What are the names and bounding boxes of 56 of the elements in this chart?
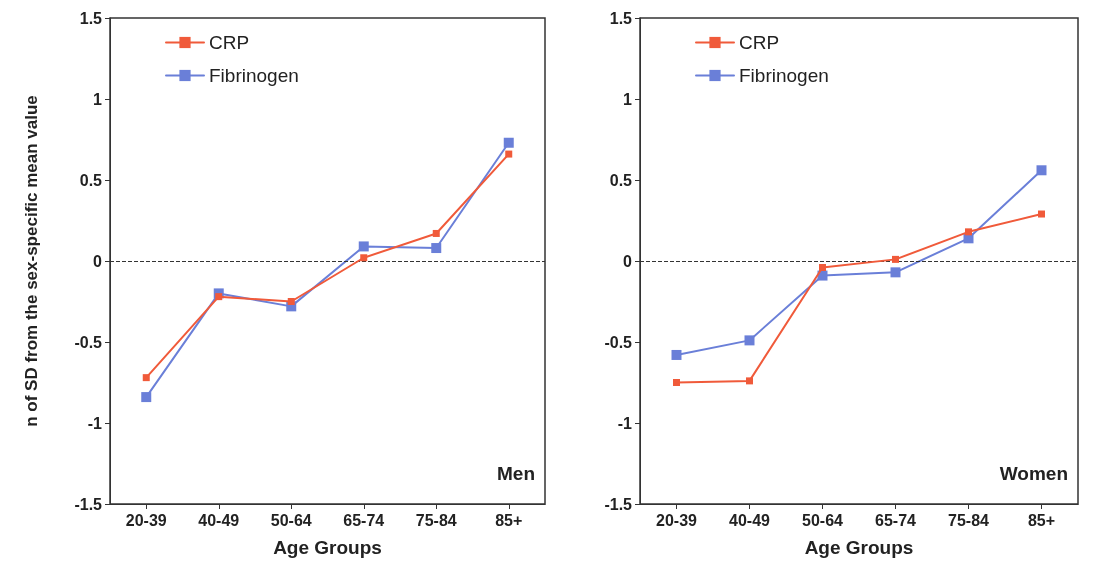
y-tick-label: 0.5 xyxy=(79,171,103,189)
x-tick-label: 50-64 xyxy=(270,511,312,529)
legend-label: Fibrinogen xyxy=(209,65,299,86)
y-tick-label: 1.5 xyxy=(79,9,103,27)
point xyxy=(671,349,682,360)
point xyxy=(1036,165,1047,176)
point xyxy=(432,229,440,237)
legend-label: CRP xyxy=(739,32,780,53)
point xyxy=(744,335,755,346)
x-tick-label: 75-84 xyxy=(415,511,457,529)
x-tick-label: 20-39 xyxy=(656,511,698,529)
y-tick-label: 0.5 xyxy=(609,171,633,189)
point xyxy=(746,377,753,385)
y-tick-label: -0.5 xyxy=(604,333,633,351)
x-axis-title: Age Groups xyxy=(804,537,914,558)
x-tick-label: 40-49 xyxy=(729,511,771,529)
point xyxy=(142,374,150,382)
y-tick-label: 0 xyxy=(623,252,633,270)
legend-label: CRP xyxy=(209,32,250,53)
y-tick-label: -0.5 xyxy=(74,333,103,351)
y-tick-label: -1 xyxy=(87,414,103,432)
point xyxy=(1038,210,1045,218)
y-tick-label: 0 xyxy=(93,252,103,270)
point xyxy=(287,298,295,305)
point xyxy=(431,243,442,254)
x-axis-title: Age Groups xyxy=(273,537,382,558)
point xyxy=(673,379,680,386)
y-tick-label: 1.5 xyxy=(609,9,633,27)
y-axis-title: n of SD from the sex-specific mean value xyxy=(22,95,41,427)
y-tick-label: 1 xyxy=(623,90,633,108)
x-tick-label: 50-64 xyxy=(802,511,844,529)
y-tick-label: -1.5 xyxy=(604,495,633,513)
annotation: Men xyxy=(497,463,535,484)
point xyxy=(215,293,223,301)
point xyxy=(817,270,828,281)
point xyxy=(505,150,513,158)
point xyxy=(360,254,368,262)
x-tick-label: 20-39 xyxy=(125,511,167,529)
x-tick-label: 75-84 xyxy=(948,511,990,529)
annotation: Women xyxy=(999,463,1068,484)
point xyxy=(141,392,152,403)
legend-label: Fibrinogen xyxy=(739,65,829,86)
x-tick-label: 85+ xyxy=(1027,511,1056,529)
point xyxy=(358,241,369,252)
point xyxy=(503,137,514,148)
y-tick-label: -1 xyxy=(617,414,633,432)
point xyxy=(819,263,826,271)
x-tick-label: 40-49 xyxy=(198,511,240,529)
point xyxy=(890,267,901,278)
y-tick-label: 1 xyxy=(93,90,103,108)
y-tick-label: -1.5 xyxy=(74,495,103,513)
x-tick-label: 65-74 xyxy=(343,511,385,529)
point xyxy=(965,228,972,236)
x-tick-label: 65-74 xyxy=(875,511,917,529)
point xyxy=(892,255,899,263)
x-tick-label: 85+ xyxy=(495,511,523,529)
